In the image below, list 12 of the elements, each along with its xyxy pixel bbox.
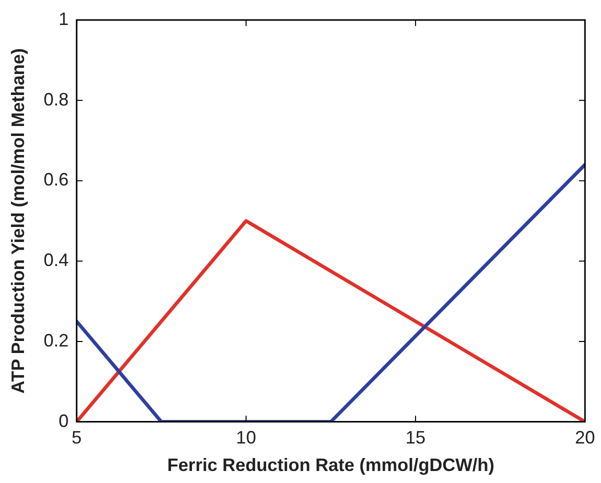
x-tick-label: 20 xyxy=(574,428,596,448)
x-tick-label: 10 xyxy=(236,428,256,448)
x-tick-label: 5 xyxy=(72,428,82,448)
y-tick-label: 0.2 xyxy=(44,330,69,350)
x-tick-label: 15 xyxy=(406,428,426,448)
y-tick-label: 0.6 xyxy=(44,170,69,190)
y-axis-title: ATP Production Yield (mol/mol Methane) xyxy=(8,48,28,394)
y-tick-label: 0.8 xyxy=(44,89,69,110)
y-tick-label: 0.4 xyxy=(44,250,69,270)
y-tick-label: 0 xyxy=(58,410,69,431)
y-tick-label: 1 xyxy=(58,8,69,29)
x-axis-title: Ferric Reduction Rate (mmol/gDCW/h) xyxy=(167,455,494,476)
